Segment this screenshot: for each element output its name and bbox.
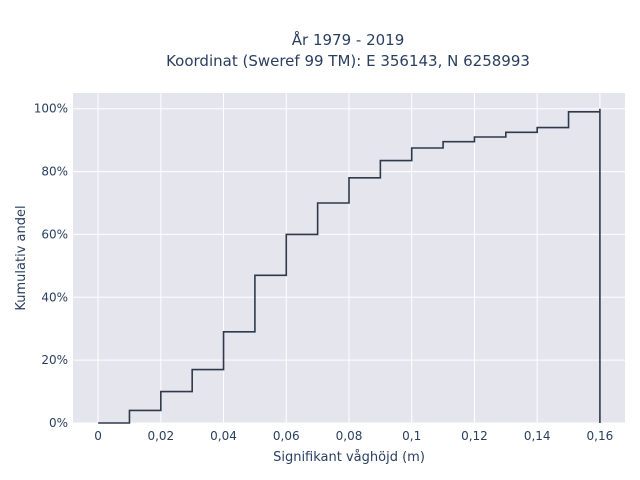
chart-title-line-1: År 1979 - 2019: [292, 30, 405, 49]
y-tick-label: 100%: [34, 102, 68, 116]
y-axis-ticks: 0% 20% 40% 60% 80% 100%: [34, 102, 68, 430]
y-tick-label: 60%: [41, 227, 68, 241]
y-axis-title: Kumulativ andel: [14, 205, 29, 310]
x-tick-label: 0,02: [147, 429, 174, 443]
x-tick-label: 0,06: [273, 429, 300, 443]
y-tick-label: 80%: [41, 165, 68, 179]
y-tick-label: 0%: [49, 416, 68, 430]
series-layer: [98, 108, 601, 424]
y-tick-label: 20%: [41, 353, 68, 367]
x-tick-label: 0,16: [587, 429, 614, 443]
x-tick-label: 0,12: [461, 429, 488, 443]
x-tick-label: 0,1: [402, 429, 421, 443]
series-line-0: [98, 108, 601, 424]
x-tick-label: 0,04: [210, 429, 237, 443]
x-tick-label: 0,08: [336, 429, 363, 443]
chart-title-line-2: Koordinat (Sweref 99 TM): E 356143, N 62…: [166, 52, 530, 70]
x-tick-label: 0: [94, 429, 102, 443]
x-axis-ticks: 0 0,02 0,04 0,06 0,08 0,1 0,12 0,14 0,16: [94, 429, 613, 443]
x-tick-label: 0,14: [524, 429, 551, 443]
y-tick-label: 40%: [41, 290, 68, 304]
x-axis-title: Signifikant våghöjd (m): [273, 450, 425, 465]
